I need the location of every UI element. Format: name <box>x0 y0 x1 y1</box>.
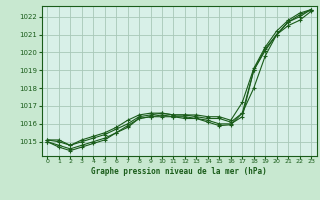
X-axis label: Graphe pression niveau de la mer (hPa): Graphe pression niveau de la mer (hPa) <box>91 167 267 176</box>
